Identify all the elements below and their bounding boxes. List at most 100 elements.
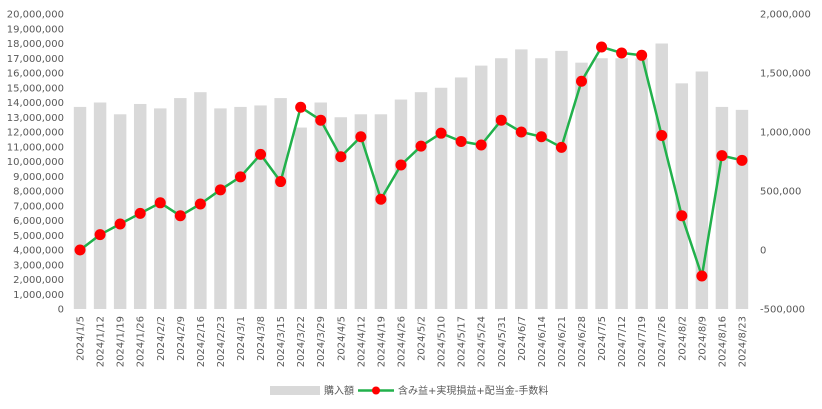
line-point <box>475 139 487 151</box>
left-tick-label: 8,000,000 <box>13 187 64 198</box>
line-point <box>235 171 246 183</box>
left-tick-label: 13,000,000 <box>7 113 64 124</box>
line-point <box>335 151 347 163</box>
line-point <box>736 154 748 166</box>
x-tick-label: 2024/5/10 <box>437 316 448 367</box>
line-point <box>636 49 648 61</box>
left-tick-label: 9,000,000 <box>13 172 64 183</box>
left-tick-label: 6,000,000 <box>13 216 64 227</box>
x-tick-label: 2024/2/9 <box>176 316 187 361</box>
x-tick-label: 2024/4/26 <box>396 316 407 367</box>
left-tick-label: 20,000,000 <box>7 10 64 21</box>
left-tick-label: 10,000,000 <box>7 157 64 168</box>
right-tick-label: 500,000 <box>760 187 801 198</box>
left-tick-label: 17,000,000 <box>7 54 64 65</box>
line-point <box>455 135 467 147</box>
bar <box>434 87 448 309</box>
left-tick-label: 4,000,000 <box>13 246 64 257</box>
bar <box>495 58 508 309</box>
bar <box>93 102 107 309</box>
line-point <box>295 101 307 113</box>
x-tick-label: 2024/7/12 <box>617 316 628 367</box>
bar <box>354 114 368 309</box>
line-point <box>194 198 206 210</box>
x-tick-label: 2024/2/2 <box>156 316 167 361</box>
x-tick-label: 2024/8/23 <box>737 316 748 367</box>
x-tick-label: 2024/3/1 <box>236 316 247 361</box>
line-point <box>716 150 728 162</box>
legend: 購入額 含み益+実現損益+配当金-手数料 <box>270 384 548 397</box>
line-point <box>435 127 447 139</box>
bar <box>675 83 689 309</box>
x-tick-label: 2024/3/8 <box>256 316 267 361</box>
right-tick-label: -500,000 <box>760 305 805 316</box>
legend-line-label: 含み益+実現損益+配当金-手数料 <box>398 384 548 397</box>
line-point <box>495 114 507 126</box>
bar <box>394 99 408 309</box>
bar <box>555 50 568 309</box>
x-axis-ticks: 2024/1/5 2024/1/12 2024/1/19 2024/1/26 2024/… <box>76 316 749 367</box>
left-tick-label: 12,000,000 <box>7 128 64 139</box>
left-tick-label: 7,000,000 <box>13 201 64 212</box>
bar <box>154 108 167 310</box>
bar <box>655 43 668 309</box>
bar-series <box>73 43 749 310</box>
bar <box>595 58 608 309</box>
line-point <box>616 47 628 59</box>
line-point <box>355 131 367 143</box>
x-tick-label: 2024/8/9 <box>697 316 708 361</box>
bar <box>414 92 428 309</box>
x-tick-label: 2024/3/15 <box>276 316 287 367</box>
bar <box>695 71 709 310</box>
line-series <box>74 41 748 282</box>
left-tick-label: 0 <box>58 305 64 316</box>
x-tick-label: 2024/5/2 <box>417 316 428 361</box>
x-tick-label: 2024/5/24 <box>477 316 488 367</box>
bar <box>174 98 187 309</box>
bar <box>214 108 227 310</box>
x-tick-label: 2024/3/29 <box>316 316 327 367</box>
left-axis-ticks: 0 1,000,000 2,000,000 3,000,000 4,000,000 5,0… <box>7 10 64 316</box>
x-tick-label: 2024/1/5 <box>76 316 87 361</box>
bar <box>274 98 287 309</box>
x-tick-label: 2024/3/22 <box>296 316 307 367</box>
left-tick-label: 2,000,000 <box>13 275 64 286</box>
right-tick-label: 1,500,000 <box>760 69 811 80</box>
bar <box>314 102 327 309</box>
line-point <box>134 207 146 219</box>
left-tick-label: 18,000,000 <box>7 39 64 50</box>
bar <box>234 106 247 309</box>
x-tick-label: 2024/4/12 <box>356 316 367 367</box>
left-tick-label: 16,000,000 <box>7 69 64 80</box>
right-axis-ticks: -500,000 0 500,000 1,000,000 1,500,000 2,000,… <box>760 10 811 316</box>
left-tick-label: 14,000,000 <box>7 98 64 109</box>
line-point <box>275 176 287 188</box>
x-tick-label: 2024/7/19 <box>637 316 648 367</box>
left-tick-label: 15,000,000 <box>7 83 64 94</box>
line-point <box>415 140 427 152</box>
x-tick-label: 2024/1/12 <box>96 316 107 367</box>
left-tick-label: 5,000,000 <box>13 231 64 242</box>
bar <box>535 58 548 309</box>
x-tick-label: 2024/8/16 <box>717 316 728 367</box>
bar <box>575 62 588 309</box>
line-point <box>214 184 226 196</box>
line-point <box>174 210 186 222</box>
x-tick-label: 2024/7/26 <box>657 316 668 367</box>
bar <box>374 114 388 309</box>
right-tick-label: 2,000,000 <box>760 10 811 21</box>
bar <box>113 114 127 309</box>
bar <box>133 103 147 309</box>
bar <box>515 49 528 310</box>
x-tick-label: 2024/1/19 <box>116 316 127 367</box>
line-point <box>515 126 527 138</box>
line-point <box>676 210 688 222</box>
legend-bar-swatch <box>270 386 320 395</box>
x-tick-label: 2024/1/26 <box>136 316 147 367</box>
line-point <box>375 193 387 205</box>
line-point <box>696 270 708 282</box>
line-point <box>395 159 407 171</box>
line-point <box>596 41 608 53</box>
bar <box>294 127 307 309</box>
